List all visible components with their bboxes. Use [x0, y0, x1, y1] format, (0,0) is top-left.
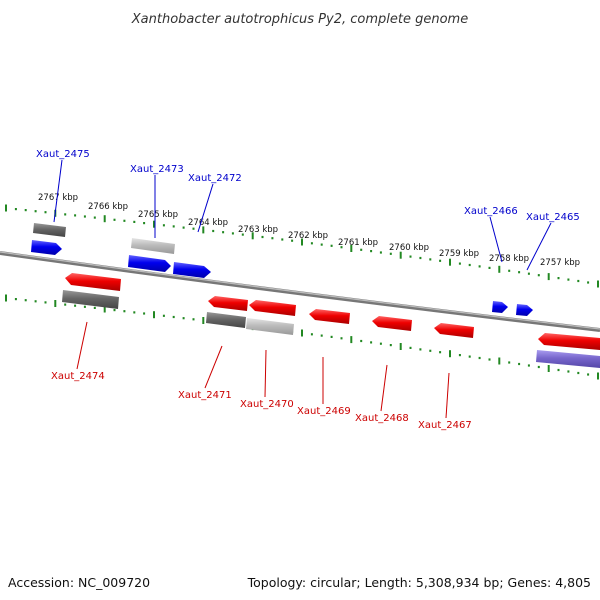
gene-label-xaut-2470[interactable]: Xaut_2470	[240, 399, 294, 410]
gene-feature-xaut-2470[interactable]	[249, 300, 296, 316]
gene-feature-xaut-2466[interactable]	[492, 301, 508, 313]
forward-gene-labels: Xaut_2475 Xaut_2473 Xaut_2472 Xaut_2466 …	[36, 149, 580, 223]
forward-strand-features	[31, 223, 533, 316]
kbp-label: 2759 kbp	[439, 249, 479, 259]
gene-feature-violet-edge[interactable]	[536, 350, 600, 368]
kbp-label: 2764 kbp	[188, 218, 228, 228]
gene-feature-xaut-2473-rna[interactable]	[131, 238, 175, 254]
gene-label-xaut-2471[interactable]: Xaut_2471	[178, 390, 232, 401]
kbp-label: 2767 kbp	[38, 193, 78, 203]
gene-feature-xaut-2474[interactable]	[65, 273, 121, 291]
gene-feature-xaut-2467[interactable]	[434, 323, 474, 338]
map-title: Xanthobacter autotrophicus Py2, complete…	[131, 12, 468, 27]
gene-feature-xaut-2468[interactable]	[372, 316, 412, 331]
kbp-scale: 2767 kbp 2766 kbp 2765 kbp 2764 kbp 2763…	[38, 193, 580, 268]
gene-feature-xaut-2470-rna[interactable]	[246, 318, 294, 335]
kbp-label: 2762 kbp	[288, 231, 328, 241]
kbp-label: 2761 kbp	[338, 238, 378, 248]
gene-label-xaut-2468[interactable]: Xaut_2468	[355, 413, 409, 424]
kbp-label: 2766 kbp	[88, 202, 128, 212]
gene-feature-xaut-2471-rna[interactable]	[206, 312, 246, 328]
kbp-label: 2758 kbp	[489, 254, 529, 264]
reverse-leader-lines	[76, 321, 450, 419]
gene-label-xaut-2469[interactable]: Xaut_2469	[297, 406, 351, 417]
lower-tick-track	[5, 294, 599, 380]
kbp-label: 2760 kbp	[389, 243, 429, 253]
upper-tick-track	[5, 204, 599, 288]
accession-text: Accession: NC_009720	[8, 575, 150, 590]
gene-label-xaut-2466[interactable]: Xaut_2466	[464, 206, 518, 217]
gene-label-xaut-2467[interactable]: Xaut_2467	[418, 420, 472, 431]
reverse-strand-features	[62, 273, 600, 368]
gene-feature-xaut-2475[interactable]	[31, 240, 62, 255]
gene-feature-xaut-2475-rna[interactable]	[33, 223, 66, 237]
gene-feature-xaut-2471[interactable]	[208, 296, 248, 311]
kbp-label: 2763 kbp	[238, 225, 278, 235]
reverse-gene-labels: Xaut_2474 Xaut_2471 Xaut_2470 Xaut_2469 …	[51, 371, 472, 431]
gene-label-xaut-2465[interactable]: Xaut_2465	[526, 212, 580, 223]
gene-label-xaut-2475[interactable]: Xaut_2475	[36, 149, 90, 160]
gene-feature-xaut-2474-rna[interactable]	[62, 290, 119, 309]
gene-label-xaut-2473[interactable]: Xaut_2473	[130, 164, 184, 175]
gene-feature-xaut-2473[interactable]	[128, 255, 171, 272]
gene-label-xaut-2474[interactable]: Xaut_2474	[51, 371, 105, 382]
gene-feature-red-edge[interactable]	[538, 333, 600, 350]
kbp-label: 2757 kbp	[540, 258, 580, 268]
kbp-label: 2765 kbp	[138, 210, 178, 220]
gene-feature-xaut-2469[interactable]	[309, 309, 350, 324]
gene-feature-xaut-2465[interactable]	[516, 304, 533, 316]
gene-feature-xaut-2472[interactable]	[173, 262, 211, 278]
gene-label-xaut-2472[interactable]: Xaut_2472	[188, 173, 242, 184]
genome-backbone	[0, 251, 600, 332]
forward-leader-lines	[53, 159, 552, 271]
genome-summary-text: Topology: circular; Length: 5,308,934 bp…	[247, 575, 591, 590]
